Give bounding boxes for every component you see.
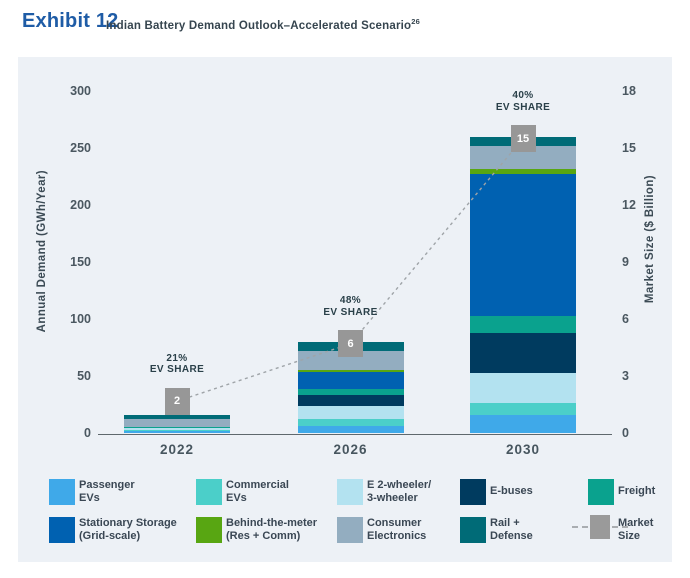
x-tick-2030: 2030 [505, 441, 541, 457]
legend-label: Behind-the-meter (Res + Comm) [226, 517, 317, 543]
right-axis-tick: 6 [622, 311, 629, 326]
exhibit-label: Exhibit 12 [22, 10, 119, 32]
bar-2022 [124, 414, 230, 434]
legend-swatch [460, 479, 486, 505]
bar-segment-e-2-wheeler-3-wheeler [297, 406, 404, 419]
legend-swatch [337, 517, 363, 543]
right-axis-tick: 9 [622, 254, 629, 269]
ev-share-caption: EV SHARE [149, 364, 205, 376]
legend-label-line: EVs [226, 492, 247, 504]
market-size-legend-swatch [590, 515, 610, 539]
bar-segment-stationary-storage-grid-scale- [470, 173, 576, 317]
ev-share-label: 40% EV SHARE [496, 90, 550, 113]
legend-swatch [337, 479, 363, 505]
left-axis-tick: 250 [70, 140, 91, 155]
legend-label-line: Passenger [79, 479, 135, 491]
legend-swatch [49, 517, 75, 543]
bar-segment-commercial-evs [297, 418, 404, 426]
legend-label-line: Size [618, 530, 641, 542]
bar-segment-e-2-wheeler-3-wheeler [470, 373, 576, 403]
legend-label-line: Electronics [367, 530, 427, 542]
chart-title: Indian Battery Demand Outlook–Accelerate… [106, 17, 421, 32]
legend-label-line: Defense [490, 530, 533, 542]
market-size-marker: 6 [338, 330, 363, 358]
legend-label: Consumer Electronics [367, 517, 426, 543]
bar-segment-e-buses [470, 333, 576, 374]
bar-segment-passenger-evs [470, 415, 576, 434]
right-axis-tick: 18 [622, 83, 636, 98]
legend-swatch [460, 517, 486, 543]
left-axis-tick: 150 [70, 254, 91, 269]
right-axis-title: Market Size ($ Billion) [644, 175, 656, 304]
ev-share-caption: EV SHARE [323, 306, 378, 318]
x-axis-line [98, 433, 612, 435]
bar-segment-e-2-wheeler-3-wheeler [124, 428, 230, 430]
bar-segment-consumer-electronics [124, 419, 230, 427]
legend-label-line: Stationary Storage [79, 517, 177, 529]
bar-segment-commercial-evs [470, 402, 576, 416]
bar-segment-freight [470, 316, 576, 334]
legend-label-line: (Grid-scale) [79, 530, 141, 542]
legend-label-line: 3-wheeler [367, 492, 418, 504]
right-axis-tick: 12 [622, 197, 636, 212]
legend-swatch [49, 479, 75, 505]
bar-segment-rail-defense [124, 414, 230, 420]
left-axis-title: Annual Demand (GWh/Year) [36, 170, 48, 333]
x-tick-2022: 2022 [159, 441, 195, 457]
left-axis-tick: 100 [70, 311, 91, 326]
ev-share-label: 48% EV SHARE [323, 295, 377, 318]
legend-label: E 2-wheeler/3-wheeler [367, 479, 431, 505]
legend-label: Rail + Defense [490, 517, 533, 543]
legend-label-line: EVs [79, 492, 100, 504]
legend-label-line: Commercial [226, 479, 289, 491]
ev-share-percent: 21% [166, 352, 188, 364]
legend-label-line: Consumer [367, 517, 422, 529]
bar-segment-freight [124, 426, 230, 429]
market-size-marker: 2 [164, 387, 190, 415]
legend-label-line: Rail + [490, 517, 520, 529]
legend-label-line: Market [618, 517, 654, 529]
legend-label-line: Freight [618, 485, 656, 497]
bar-segment-stationary-storage-grid-scale- [297, 371, 404, 390]
bar-2030 [470, 137, 576, 434]
market-size-marker: 15 [510, 125, 536, 153]
legend-swatch [588, 479, 614, 505]
legend-label: Commercial EVs [226, 479, 289, 505]
ev-share-label: 21% EV SHARE [150, 353, 204, 376]
ev-share-percent: 48% [339, 295, 362, 307]
legend-label-line: Behind-the-meter [226, 517, 318, 529]
right-axis-tick: 15 [622, 140, 636, 155]
legend-label: Market Size [618, 517, 653, 543]
legend-label-line: (Res + Comm) [226, 530, 301, 542]
legend-swatch [196, 479, 222, 505]
legend-label: Stationary Storage (Grid-scale) [79, 517, 177, 543]
legend-swatch [196, 517, 222, 543]
left-axis-tick: 50 [77, 368, 91, 383]
legend-label: Passenger EVs [79, 479, 135, 505]
right-axis-tick: 0 [622, 425, 629, 440]
legend-label-line: E 2-wheeler/ [367, 479, 432, 491]
legend-label: E-buses [490, 485, 533, 498]
ev-share-percent: 40% [512, 90, 534, 102]
left-axis-tick: 200 [70, 197, 91, 212]
left-axis-tick: 300 [70, 83, 91, 98]
ev-share-caption: EV SHARE [495, 101, 551, 113]
x-tick-2026: 2026 [333, 441, 368, 457]
right-axis-tick: 3 [622, 368, 629, 383]
bar-segment-passenger-evs [297, 425, 404, 434]
bar-segment-commercial-evs [124, 429, 230, 432]
bar-segment-passenger-evs [124, 431, 230, 434]
bar-segment-e-buses [297, 394, 404, 407]
left-axis-tick: 0 [84, 425, 91, 440]
legend-label: Freight [618, 485, 655, 498]
footnote-reference: 26 [411, 17, 421, 26]
legend-label-line: E-buses [490, 485, 533, 497]
